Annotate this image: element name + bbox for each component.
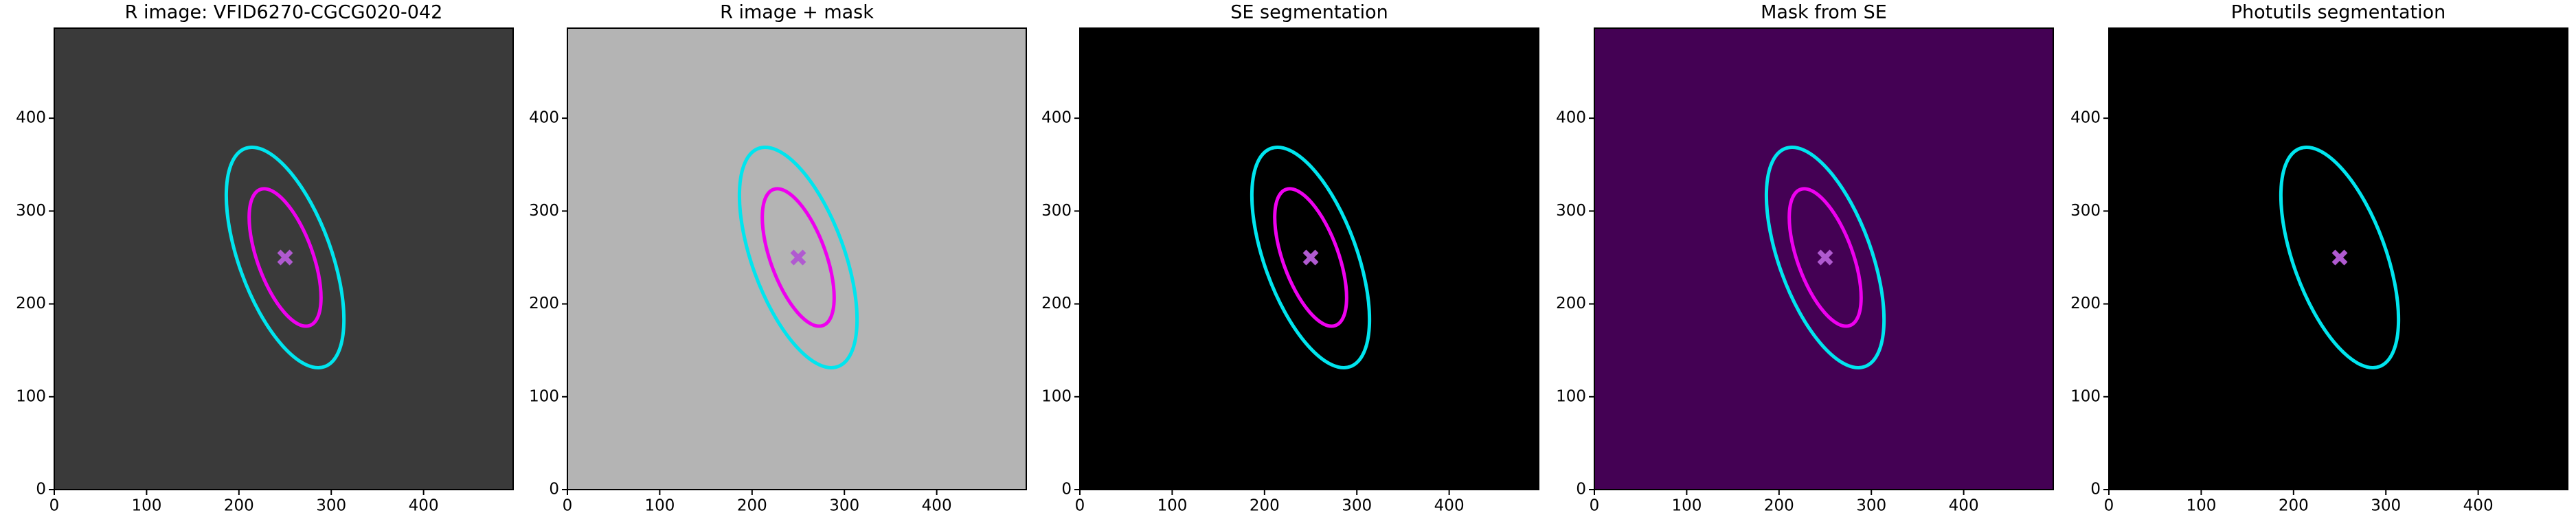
center-marker	[1302, 249, 1319, 266]
x-tick-label: 400	[2463, 497, 2494, 515]
y-tick-label: 400	[16, 109, 46, 127]
y-tick-label: 0	[549, 481, 559, 499]
x-tick-label: 0	[1590, 497, 1600, 515]
aperture-ellipse	[1273, 187, 1348, 328]
axes-frame	[1079, 27, 1539, 490]
y-tick-label: 300	[1041, 202, 1072, 220]
y-tick-label: 200	[1041, 295, 1072, 312]
aperture-ellipse	[2279, 145, 2401, 369]
x-tick-label: 200	[224, 497, 254, 515]
x-tick-label: 100	[131, 497, 161, 515]
x-tick-label: 200	[1250, 497, 1280, 515]
center-marker	[790, 249, 806, 266]
y-tick-label: 200	[529, 295, 559, 312]
aperture-ellipse	[1764, 145, 1886, 369]
y-tick-label: 0	[1061, 481, 1072, 499]
y-tick-label: 100	[1556, 387, 1586, 405]
x-tick-label: 0	[49, 497, 60, 515]
panel-title: R image: VFID6270-CGCG020-042	[125, 2, 443, 23]
aperture-ellipse	[247, 187, 323, 328]
center-marker	[277, 249, 293, 266]
y-tick-label: 100	[16, 387, 46, 405]
y-tick-label: 300	[1556, 202, 1586, 220]
x-tick-label: 300	[316, 497, 346, 515]
y-tick-label: 400	[2070, 109, 2101, 127]
y-tick-label: 0	[1576, 481, 1586, 499]
x-tick-label: 100	[1157, 497, 1187, 515]
x-tick-label: 400	[409, 497, 439, 515]
y-tick-label: 200	[2070, 295, 2101, 312]
x-tick-label: 300	[2371, 497, 2401, 515]
aperture-ellipse	[1250, 145, 1372, 369]
y-tick-label: 0	[36, 481, 46, 499]
x-tick-label: 200	[1764, 497, 1794, 515]
y-tick-label: 300	[529, 202, 559, 220]
y-tick-label: 200	[16, 295, 46, 312]
axes-frame	[2108, 27, 2568, 490]
x-tick-label: 0	[563, 497, 573, 515]
aperture-ellipse	[760, 187, 836, 328]
x-tick-label: 100	[644, 497, 675, 515]
axes-frame	[567, 27, 1027, 490]
center-marker	[1817, 249, 1833, 266]
aperture-ellipse	[1787, 187, 1863, 328]
x-tick-label: 400	[1949, 497, 1979, 515]
x-tick-label: 100	[1671, 497, 1702, 515]
x-tick-label: 0	[2104, 497, 2114, 515]
panel-title: Photutils segmentation	[2231, 2, 2446, 23]
y-tick-label: 400	[529, 109, 559, 127]
panel-title: Mask from SE	[1761, 2, 1887, 23]
y-tick-label: 100	[1041, 387, 1072, 405]
y-tick-label: 300	[2070, 202, 2101, 220]
axes-frame	[1594, 27, 2054, 490]
aperture-ellipse	[737, 145, 859, 369]
x-tick-label: 400	[922, 497, 952, 515]
y-tick-label: 200	[1556, 295, 1586, 312]
center-marker	[2331, 249, 2348, 266]
y-tick-label: 300	[16, 202, 46, 220]
x-tick-label: 300	[829, 497, 859, 515]
panel-title: SE segmentation	[1230, 2, 1388, 23]
panel-title: R image + mask	[720, 2, 874, 23]
y-tick-label: 100	[2070, 387, 2101, 405]
y-tick-label: 0	[2090, 481, 2101, 499]
y-tick-label: 100	[529, 387, 559, 405]
x-tick-label: 300	[1342, 497, 1372, 515]
x-tick-label: 300	[1856, 497, 1886, 515]
x-tick-label: 200	[737, 497, 767, 515]
x-tick-label: 200	[2279, 497, 2309, 515]
x-tick-label: 100	[2186, 497, 2216, 515]
y-tick-label: 400	[1041, 109, 1072, 127]
aperture-ellipse	[224, 145, 346, 369]
axes-frame	[54, 27, 514, 490]
y-tick-label: 400	[1556, 109, 1586, 127]
x-tick-label: 400	[1434, 497, 1465, 515]
x-tick-label: 0	[1075, 497, 1085, 515]
